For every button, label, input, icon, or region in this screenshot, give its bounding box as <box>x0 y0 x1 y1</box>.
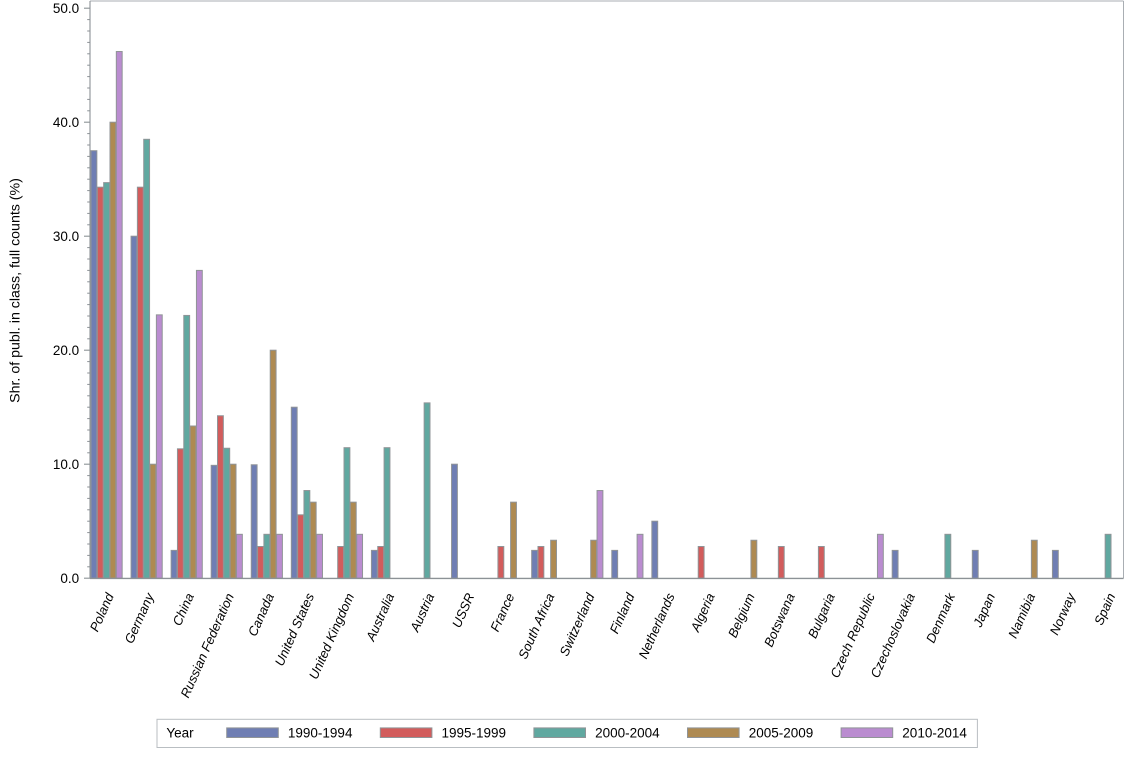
svg-text:Shr. of publ. in class, full c: Shr. of publ. in class, full counts (%) <box>7 178 23 403</box>
svg-text:0.0: 0.0 <box>60 571 79 586</box>
svg-text:10.0: 10.0 <box>53 457 79 472</box>
svg-text:2000-2004: 2000-2004 <box>595 725 660 740</box>
svg-text:2005-2009: 2005-2009 <box>749 725 814 740</box>
svg-text:50.0: 50.0 <box>53 1 79 16</box>
svg-text:30.0: 30.0 <box>53 229 79 244</box>
svg-text:20.0: 20.0 <box>53 343 79 358</box>
svg-text:40.0: 40.0 <box>53 115 79 130</box>
svg-text:1995-1999: 1995-1999 <box>442 725 507 740</box>
svg-text:1990-1994: 1990-1994 <box>288 725 353 740</box>
svg-text:Year: Year <box>166 725 194 740</box>
svg-text:2010-2014: 2010-2014 <box>902 725 967 740</box>
